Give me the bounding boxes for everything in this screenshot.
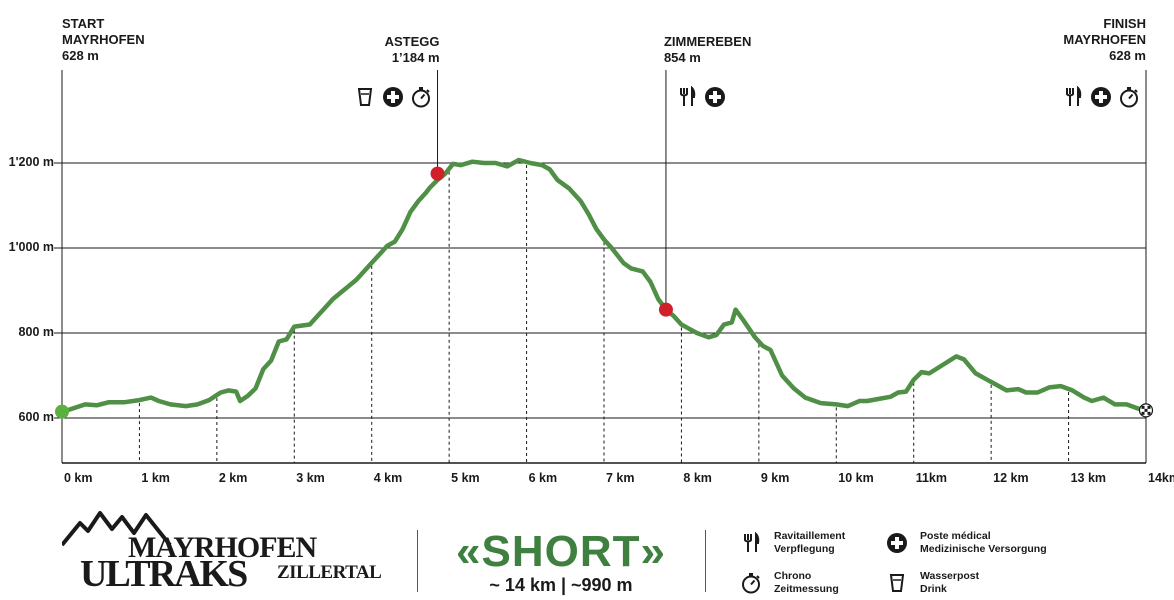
x-tick-label: 12 km — [993, 471, 1029, 485]
x-tick-label: 0 km — [64, 471, 93, 485]
x-tick-label: 13 km — [1070, 471, 1107, 485]
station-label-1: ASTEGG 1’184 m — [385, 34, 440, 66]
footer-divider-left — [417, 530, 418, 592]
legend-text: Poste médical Medizinische Versorgung — [920, 530, 1047, 556]
drink-icon — [889, 574, 905, 592]
legend-line1: Chrono — [774, 570, 812, 582]
race-name: «SHORT» — [456, 527, 666, 576]
x-tick-label: 4 km — [373, 471, 403, 485]
food-icon — [679, 86, 696, 106]
food-icon — [1065, 86, 1082, 106]
y-tick-label: 800 m — [18, 325, 54, 339]
medical-icon — [1091, 87, 1111, 107]
elevation-profile-line — [59, 157, 1149, 414]
legend-line2: Verpflegung — [774, 543, 835, 555]
station-name: ASTEGG — [384, 34, 440, 49]
x-tick-label: 10 km — [838, 471, 874, 485]
station-elevation: 628 m — [62, 48, 99, 63]
station-icons-3 — [1062, 86, 1140, 108]
station-elevation: 1’184 m — [391, 50, 440, 65]
food-icon — [743, 531, 760, 552]
legend-line1: Poste médical — [920, 530, 991, 542]
legend-text: Chrono Zeitmessung — [774, 570, 839, 596]
finish-flag-marker — [1138, 403, 1154, 418]
x-tick-label: 9 km — [760, 471, 790, 485]
logo-mayrhofen: MAYRHOFEN — [128, 531, 317, 564]
Zimmereben-marker — [658, 302, 673, 317]
x-tick-label: 5 km — [451, 471, 480, 485]
station-elevation: 854 m — [663, 50, 701, 65]
mountain-logo-icon — [62, 511, 172, 547]
chrono-icon — [1120, 87, 1138, 108]
x-tick-label: 3 km — [296, 471, 325, 485]
legend-icon — [740, 531, 762, 559]
legend-text: Wasserpost Drink — [920, 570, 979, 596]
Astegg-marker — [430, 166, 445, 181]
medical-icon — [704, 87, 725, 107]
station-icons-1 — [354, 86, 432, 108]
chrono-icon — [411, 87, 430, 108]
legend-icon — [740, 572, 762, 599]
footer-divider-right — [705, 530, 706, 592]
chrono-icon — [742, 573, 760, 594]
station-name: MAYRHOFEN — [62, 32, 145, 47]
station-name: MAYRHOFEN — [1063, 32, 1146, 47]
station-name: START — [62, 16, 105, 31]
x-tick-label: 7 km — [606, 471, 635, 485]
station-name: ZIMMEREBEN — [663, 34, 752, 49]
race-stats: ~ 14 km | ~990 m — [489, 575, 633, 595]
x-tick-label: 8 km — [683, 471, 712, 485]
y-tick-label: 1'000 m — [8, 240, 54, 254]
legend-icon — [886, 532, 908, 559]
legend-line1: Ravitaillement — [774, 530, 846, 542]
legend-line2: Medizinische Versorgung — [920, 543, 1047, 555]
drink-icon — [357, 88, 372, 106]
x-tick-label: 1 km — [141, 471, 170, 485]
legend-line1: Wasserpost — [920, 570, 980, 582]
legend-text: Ravitaillement Verpflegung — [774, 530, 845, 556]
logo-zillertal: ZILLERTAL — [277, 562, 382, 583]
x-tick-label: 11km — [915, 471, 947, 485]
station-elevation: 628 m — [1109, 48, 1146, 63]
x-tick-label: 6 km — [528, 471, 558, 485]
station-label-0: START MAYRHOFEN 628 m — [62, 16, 145, 64]
start-marker — [55, 404, 69, 419]
legend-line2: Zeitmessung — [774, 583, 839, 595]
station-name: FINISH — [1103, 16, 1146, 31]
y-tick-label: 600 m — [18, 410, 54, 424]
station-icons-2 — [676, 86, 726, 108]
elevation-chart — [54, 70, 1154, 464]
medical-icon — [382, 87, 403, 107]
medical-icon — [887, 533, 907, 553]
station-label-3: FINISH MAYRHOFEN 628 m — [1063, 16, 1146, 64]
x-tick-label: 2 km — [218, 471, 248, 485]
legend-icon — [886, 572, 908, 599]
logo-ultraks: ULTRAKS — [80, 553, 248, 595]
legend-line2: Drink — [920, 583, 947, 595]
y-tick-label: 1'200 m — [8, 155, 54, 169]
station-label-2: ZIMMEREBEN 854 m — [664, 34, 751, 66]
